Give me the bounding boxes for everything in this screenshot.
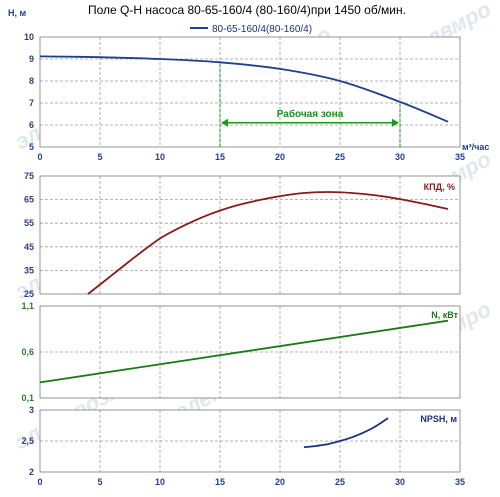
- eff-y-tick-label: 35: [24, 265, 34, 275]
- eff-frame: [39, 175, 461, 295]
- working-zone-arrow-right: [392, 118, 399, 127]
- power-series: [39, 319, 449, 384]
- legend: 80-65-160/4(80-160/4): [190, 24, 312, 35]
- power-y-ticks: 0,1 0,6 1,1: [21, 301, 34, 403]
- qh-x-tick-label: 15: [215, 152, 225, 162]
- qh-y-tick-label: 5: [29, 142, 34, 152]
- qh-series: [39, 55, 449, 123]
- eff-series-line-0: [87, 191, 449, 295]
- npsh-y-ticks: 22,53: [21, 405, 34, 477]
- power-series-line-0: [39, 319, 449, 384]
- power-grid: [40, 306, 460, 398]
- npsh-y-tick-label: 3: [29, 405, 34, 415]
- qh-x-tick-label: 25: [335, 152, 345, 162]
- qh-x-tick-label: 10: [155, 152, 165, 162]
- qh-y-tick-label: 7: [29, 98, 34, 108]
- eff-plot-area: [40, 176, 460, 294]
- eff-grid: [40, 176, 460, 294]
- npsh-x-tick-label: 30: [395, 477, 405, 487]
- qh-frame: [39, 36, 461, 148]
- power-y-label: N, кВт: [431, 310, 458, 320]
- qh-y-tick-label: 9: [29, 54, 34, 64]
- npsh-x-tick-label: 0: [37, 477, 42, 487]
- npsh-y-tick-label: 2,5: [21, 436, 34, 446]
- qh-x-tick-label: 20: [275, 152, 285, 162]
- eff-y-label: КПД, %: [424, 182, 455, 192]
- qh-series-line-0: [39, 55, 449, 123]
- eff-y-tick-label: 25: [24, 289, 34, 299]
- qh-x-label: м³/час: [462, 142, 489, 152]
- qh-y-tick-label: 6: [29, 120, 34, 130]
- npsh-panel: 22,53 0 5 10 15 20 25 30 35 NPSH, м: [21, 405, 465, 487]
- npsh-series-line-0: [303, 417, 389, 449]
- npsh-y-label: NPSH, м: [420, 414, 457, 424]
- eff-y-tick-label: 45: [24, 242, 34, 252]
- power-y-tick-label: 0,6: [21, 347, 34, 357]
- npsh-y-tick-label: 2: [29, 467, 34, 477]
- npsh-x-ticks: 0 5 10 15 20 25 30 35: [37, 477, 465, 487]
- qh-x-ticks: 0 5 10 15 20 25 30 35: [37, 152, 465, 162]
- power-y-tick-label: 0,1: [21, 393, 34, 403]
- power-panel: 0,1 0,6 1,1 N, кВт: [21, 301, 461, 403]
- eff-panel: 25 35 45 55 65 75 КПД, %: [24, 171, 461, 299]
- qh-y-tick-label: 8: [29, 76, 34, 86]
- qh-x-tick-label: 35: [455, 152, 465, 162]
- legend-series-label: 80-65-160/4(80-160/4): [212, 24, 312, 35]
- npsh-x-tick-label: 5: [97, 477, 102, 487]
- qh-y-label: H, м: [8, 8, 27, 18]
- npsh-x-tick-label: 25: [335, 477, 345, 487]
- eff-y-ticks: 25 35 45 55 65 75: [24, 171, 34, 299]
- qh-x-tick-label: 30: [395, 152, 405, 162]
- npsh-x-tick-label: 35: [455, 477, 465, 487]
- eff-y-tick-label: 65: [24, 195, 34, 205]
- eff-y-tick-label: 55: [24, 218, 34, 228]
- qh-x-tick-label: 0: [37, 152, 42, 162]
- chart-title: Поле Q-H насоса 80-65-160/4 (80-160/4)пр…: [88, 3, 406, 17]
- qh-x-tick-label: 5: [97, 152, 102, 162]
- working-zone: Рабочая зона: [219, 61, 401, 147]
- npsh-x-tick-label: 20: [275, 477, 285, 487]
- qh-plot-area: [40, 37, 460, 147]
- npsh-frame: [39, 409, 461, 473]
- npsh-series: [303, 417, 389, 449]
- npsh-x-tick-label: 15: [215, 477, 225, 487]
- power-y-tick-label: 1,1: [21, 301, 34, 311]
- qh-y-tick-label: 10: [24, 32, 34, 42]
- npsh-x-tick-label: 10: [155, 477, 165, 487]
- working-zone-arrow-left: [221, 118, 228, 127]
- eff-series: [87, 191, 449, 295]
- power-frame: [39, 305, 461, 399]
- working-zone-label: Рабочая зона: [277, 108, 344, 120]
- eff-y-tick-label: 75: [24, 171, 34, 181]
- qh-y-ticks: 5 6 7 8 9 10: [24, 32, 34, 152]
